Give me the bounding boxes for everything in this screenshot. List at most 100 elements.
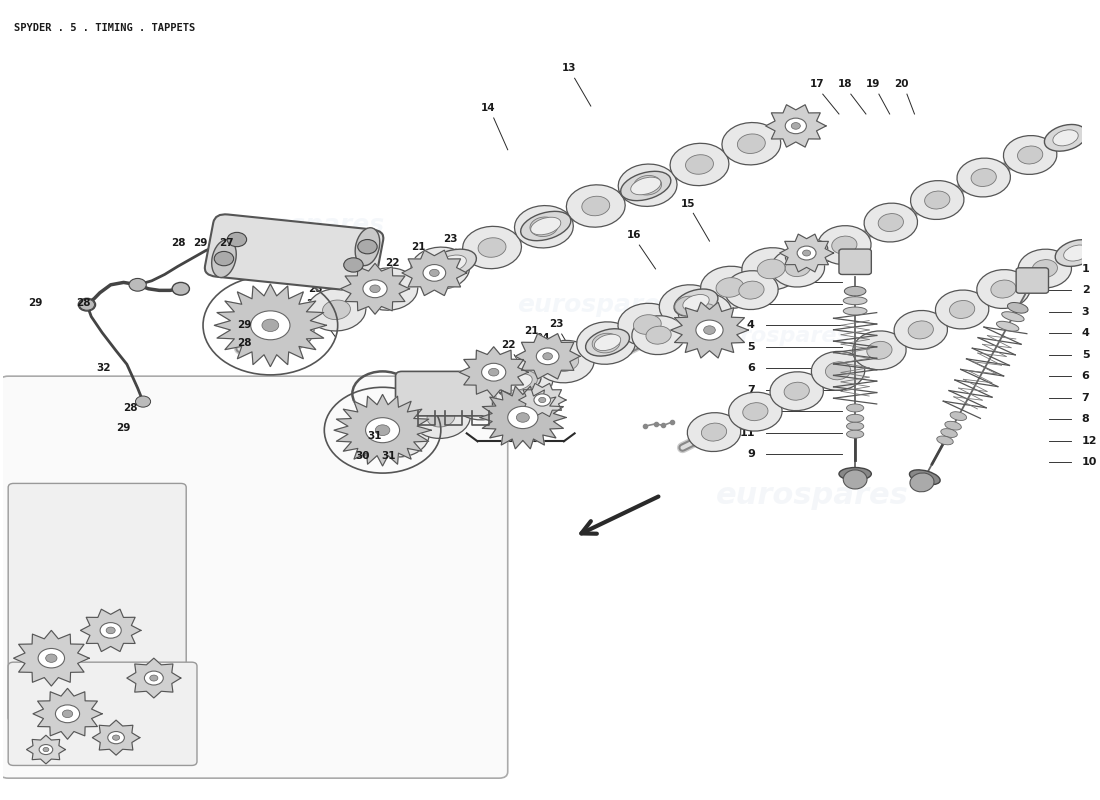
FancyBboxPatch shape (8, 662, 197, 766)
Ellipse shape (683, 294, 710, 311)
Ellipse shape (536, 340, 594, 383)
Circle shape (262, 319, 278, 331)
Ellipse shape (620, 171, 671, 201)
Ellipse shape (520, 211, 571, 241)
Circle shape (488, 368, 499, 376)
Text: 32: 32 (96, 363, 110, 374)
Polygon shape (402, 250, 466, 295)
Text: 29: 29 (117, 423, 131, 433)
Text: 13: 13 (562, 63, 576, 74)
Ellipse shape (411, 396, 471, 438)
Text: 26: 26 (484, 394, 498, 405)
Ellipse shape (271, 321, 298, 340)
Ellipse shape (582, 196, 609, 216)
Ellipse shape (1032, 260, 1057, 278)
Circle shape (100, 622, 121, 638)
Ellipse shape (774, 113, 817, 139)
Text: 15: 15 (681, 198, 695, 209)
Text: 11: 11 (739, 427, 755, 438)
Ellipse shape (844, 470, 867, 489)
Circle shape (108, 731, 124, 744)
Text: 2: 2 (1081, 286, 1089, 295)
Polygon shape (459, 346, 528, 398)
Circle shape (696, 320, 723, 340)
Text: eurospares: eurospares (517, 293, 675, 317)
Ellipse shape (867, 342, 892, 359)
Ellipse shape (945, 422, 961, 430)
Circle shape (144, 671, 163, 685)
Text: 22: 22 (385, 258, 399, 268)
Ellipse shape (997, 322, 1019, 331)
Text: 8: 8 (1081, 414, 1089, 424)
Ellipse shape (844, 297, 867, 305)
Text: 29: 29 (28, 298, 42, 308)
Text: 22: 22 (502, 340, 516, 350)
Ellipse shape (646, 326, 671, 344)
Circle shape (112, 735, 120, 740)
Circle shape (798, 246, 816, 260)
Circle shape (424, 265, 446, 282)
Ellipse shape (728, 392, 782, 431)
Circle shape (791, 122, 801, 130)
Text: 23: 23 (443, 234, 458, 244)
Text: 12: 12 (1081, 435, 1097, 446)
Ellipse shape (478, 238, 506, 258)
Ellipse shape (322, 300, 351, 319)
Circle shape (358, 239, 377, 254)
Ellipse shape (255, 310, 314, 352)
Polygon shape (13, 630, 89, 686)
Circle shape (539, 398, 546, 402)
Ellipse shape (845, 286, 866, 296)
Text: 1: 1 (1081, 264, 1089, 274)
Text: 31: 31 (382, 450, 396, 461)
Text: 6: 6 (1081, 371, 1090, 381)
Text: 29: 29 (238, 319, 252, 330)
Ellipse shape (839, 467, 871, 480)
Ellipse shape (594, 334, 620, 350)
Ellipse shape (757, 259, 785, 278)
Ellipse shape (812, 351, 865, 390)
Polygon shape (92, 720, 140, 755)
Ellipse shape (741, 248, 801, 290)
Ellipse shape (971, 169, 997, 186)
Text: 3: 3 (1081, 307, 1089, 317)
Ellipse shape (1055, 240, 1098, 266)
Text: 28: 28 (238, 338, 252, 348)
Ellipse shape (427, 407, 454, 427)
Circle shape (365, 418, 399, 442)
Text: eurospares: eurospares (226, 214, 384, 238)
Text: 20: 20 (894, 79, 909, 90)
Ellipse shape (211, 240, 236, 278)
Ellipse shape (852, 331, 906, 370)
Ellipse shape (1008, 302, 1028, 313)
Polygon shape (334, 394, 431, 466)
Circle shape (78, 298, 96, 311)
Ellipse shape (847, 414, 864, 422)
Circle shape (542, 353, 552, 360)
Ellipse shape (722, 122, 781, 165)
Ellipse shape (894, 310, 947, 350)
FancyBboxPatch shape (0, 376, 508, 778)
Ellipse shape (825, 362, 850, 380)
Ellipse shape (911, 181, 964, 219)
Text: 21: 21 (525, 326, 539, 336)
Ellipse shape (935, 290, 989, 329)
Circle shape (79, 299, 95, 310)
Ellipse shape (506, 374, 532, 390)
Ellipse shape (702, 423, 727, 441)
Circle shape (429, 270, 439, 277)
Text: 29: 29 (192, 238, 208, 248)
Polygon shape (671, 302, 748, 358)
Ellipse shape (634, 314, 661, 334)
Text: 4: 4 (1081, 328, 1090, 338)
Text: 5: 5 (747, 342, 755, 352)
Text: eurospares: eurospares (710, 326, 850, 346)
Polygon shape (80, 610, 141, 651)
Ellipse shape (674, 289, 718, 316)
Ellipse shape (785, 240, 827, 266)
FancyBboxPatch shape (839, 249, 871, 274)
Text: 31: 31 (367, 430, 383, 441)
Polygon shape (780, 234, 834, 272)
Ellipse shape (878, 214, 903, 231)
Ellipse shape (679, 294, 732, 332)
